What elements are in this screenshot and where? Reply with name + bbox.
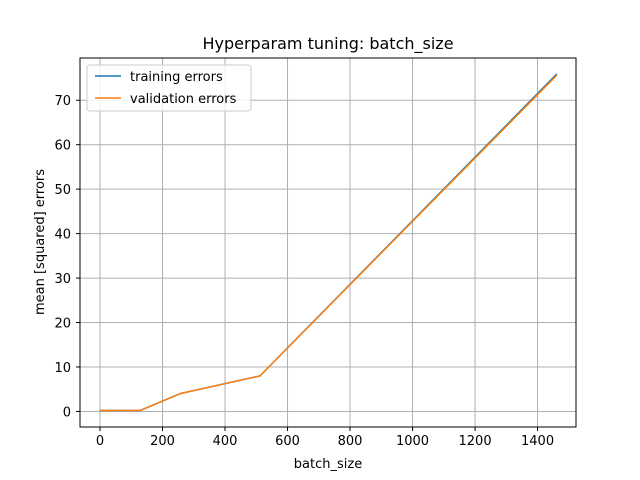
chart-title: Hyperparam tuning: batch_size [202,34,453,54]
x-tick-label: 400 [213,434,238,449]
y-tick-label: 30 [54,272,71,287]
y-tick-label: 10 [54,361,71,376]
x-tick-label: 1200 [459,434,492,449]
y-tick-label: 40 [54,228,71,243]
x-tick-label: 800 [338,434,363,449]
legend-box [86,64,252,112]
x-tick-label: 1400 [521,434,554,449]
y-tick-label: 50 [54,183,71,198]
x-tick-label: 600 [275,434,300,449]
y-tick-label: 70 [54,94,71,109]
y-tick-label: 0 [63,405,71,420]
grid-layer [80,58,576,427]
legend-label-training-errors: training errors [130,70,223,85]
legend-label-validation-errors: validation errors [130,92,237,107]
x-tick-label: 200 [150,434,175,449]
x-axis-label: batch_size [294,457,362,472]
tick-layer: 0 200 400 600 800 1000 1200 1400 0 10 20 30 40 50 60 70 [54,94,554,449]
x-tick-label: 0 [96,434,104,449]
x-tick-label: 1000 [396,434,429,449]
series-layer [99,73,558,412]
legend: training errors validation errors [86,64,252,112]
y-tick-label: 20 [54,317,71,332]
y-axis-label: mean [squared] errors [33,169,48,315]
y-tick-label: 60 [54,139,71,154]
series-line-validation-errors [99,74,558,412]
plot-area-frame [79,57,577,428]
